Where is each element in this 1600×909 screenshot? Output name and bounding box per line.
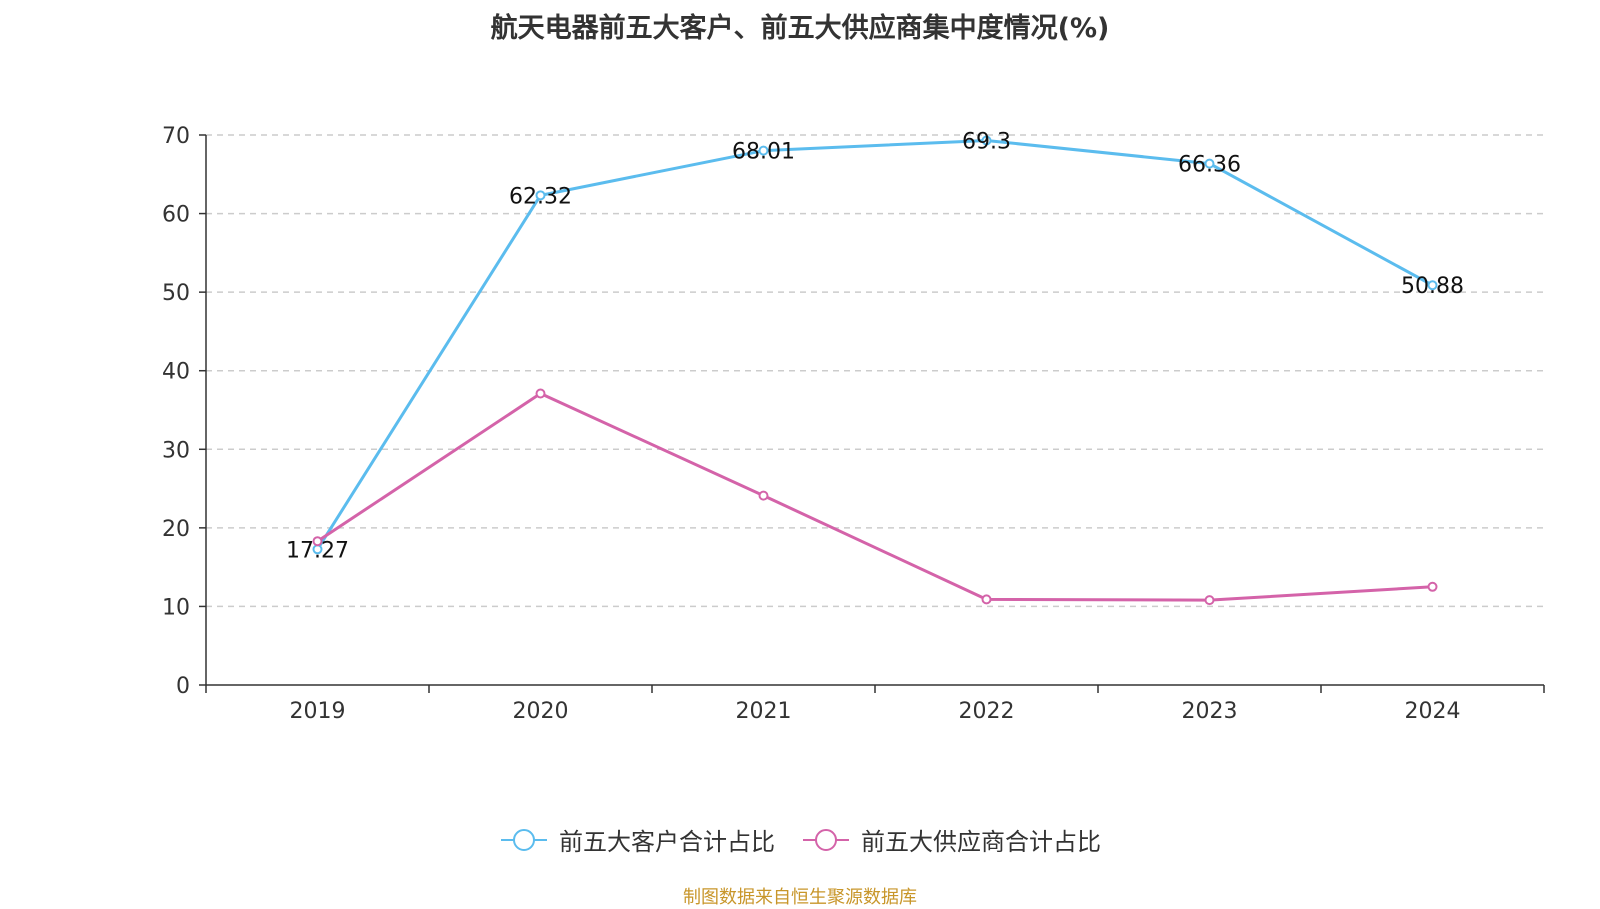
legend-item-customers[interactable]: 前五大客户合计占比 — [499, 822, 775, 857]
data-point-suppliers — [535, 388, 546, 399]
data-source: 制图数据来自恒生聚源数据库 — [683, 887, 917, 908]
series-line-suppliers — [316, 392, 1433, 602]
data-label: 68.01 — [732, 140, 795, 165]
x-tick-label: 2024 — [1405, 699, 1461, 724]
data-point-customers — [1204, 158, 1215, 169]
x-tick-label: 2021 — [736, 699, 792, 724]
data-point-suppliers — [312, 536, 323, 547]
data-point-suppliers — [1427, 581, 1438, 592]
y-tick-label: 60 — [162, 203, 190, 228]
y-tick-label: 0 — [176, 674, 190, 699]
legend-label-customers: 前五大客户合计占比 — [559, 828, 775, 856]
data-point-suppliers — [1204, 595, 1215, 606]
x-tick-label: 2019 — [290, 699, 346, 724]
x-tick-label: 2020 — [513, 699, 569, 724]
legend-marker-suppliers — [803, 828, 849, 851]
legend-marker-customers — [501, 828, 547, 851]
data-point-suppliers — [758, 490, 769, 501]
data-point-suppliers — [981, 594, 992, 605]
data-label: 62.32 — [509, 184, 572, 209]
legend: 前五大客户合计占比 前五大供应商合计占比 — [0, 822, 1600, 857]
data-point-customers — [981, 135, 992, 146]
y-tick-label: 30 — [162, 438, 190, 463]
x-tick-label: 2023 — [1182, 699, 1238, 724]
y-tick-label: 20 — [162, 517, 190, 542]
legend-item-suppliers[interactable]: 前五大供应商合计占比 — [801, 822, 1101, 857]
chart-title: 航天电器前五大客户、前五大供应商集中度情况(%) — [490, 13, 1110, 44]
data-point-customers — [535, 190, 546, 201]
y-tick-label: 40 — [162, 360, 190, 385]
data-label: 66.36 — [1178, 153, 1241, 178]
data-point-customers — [1427, 280, 1438, 291]
data-point-customers — [758, 145, 769, 156]
data-label: 69.3 — [962, 130, 1011, 155]
series-line-customers — [316, 139, 1434, 551]
legend-label-suppliers: 前五大供应商合计占比 — [861, 828, 1101, 856]
x-tick-label: 2022 — [959, 699, 1015, 724]
y-tick-label: 10 — [162, 595, 190, 620]
y-tick-label: 70 — [162, 124, 190, 149]
data-label: 50.88 — [1401, 274, 1464, 299]
y-tick-label: 50 — [162, 281, 190, 306]
